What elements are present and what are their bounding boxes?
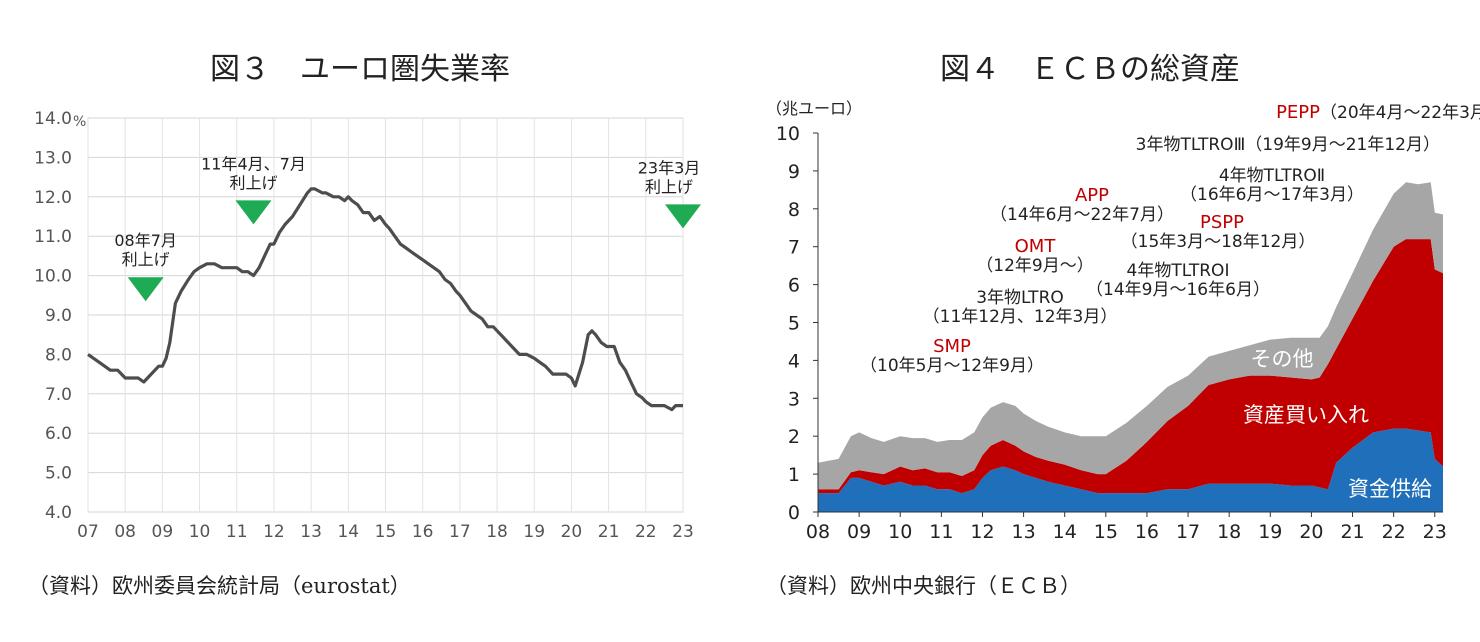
- ann-ltro-title: 3年物LTRO: [976, 288, 1064, 308]
- fig4-x-tick-label: 13: [1011, 521, 1035, 543]
- ann-tltro1-title: 4年物TLTROⅠ: [1127, 261, 1230, 281]
- fig3-x-tick-label: 10: [189, 522, 211, 542]
- fig4-y-tick-label: 4: [788, 350, 800, 372]
- fig3-x-tick-label: 16: [412, 522, 434, 542]
- ann-pspp-period: （15年3月～18年12月）: [1121, 232, 1316, 252]
- fig3-y-tick-label: 9.0: [45, 306, 72, 326]
- ann-pepp-title: PEPP: [1276, 102, 1320, 123]
- fig4-source: （資料）欧州中央銀行（ＥＣＢ）: [766, 574, 1081, 598]
- fig3-annotation-text: 利上げ: [229, 173, 277, 192]
- fig4-x-tick-label: 09: [847, 521, 871, 543]
- fig4-y-tick-label: 8: [788, 199, 800, 221]
- ann-tltro3: 3年物TLTROⅢ（19年9月～21年12月）: [1136, 135, 1440, 155]
- fig3-x-tick-label: 21: [598, 522, 620, 542]
- fig4-x-tick-label: 15: [1094, 521, 1118, 543]
- fig4-x-tick-label: 23: [1423, 521, 1447, 543]
- fig3-y-tick-label: 4.0: [45, 503, 72, 523]
- fig4-x-tick-label: 17: [1176, 521, 1200, 543]
- fig4-x-tick-label: 12: [970, 521, 994, 543]
- fig3-x-tick-label: 12: [263, 522, 285, 542]
- fig3-rate-hike-marker: [235, 200, 272, 225]
- fig4-x-tick-label: 11: [929, 521, 953, 543]
- fig4-x-tick-label: 14: [1053, 521, 1077, 543]
- fig3-x-tick-label: 20: [561, 522, 583, 542]
- fig4-y-tick-label: 10: [776, 123, 800, 145]
- fig4-y-tick-label: 1: [788, 464, 800, 486]
- ann-app-title: APP: [1075, 185, 1109, 206]
- fig3-x-tick-label: 22: [635, 522, 657, 542]
- ann-omt-period: （12年9月～）: [976, 256, 1093, 276]
- fig4-area-liquidity: [818, 428, 1443, 512]
- fig3-y-tick-label: 14.0: [34, 109, 72, 129]
- fig3-title: 図３ ユーロ圏失業率: [210, 52, 510, 87]
- fig4-x-tick-label: 08: [806, 521, 830, 543]
- fig4-y-tick-label: 2: [788, 426, 800, 448]
- fig3-annotation-text: 利上げ: [645, 177, 693, 196]
- fig4-x-tick-label: 21: [1340, 521, 1364, 543]
- fig3-annotation-text: 11年4月、7月: [201, 154, 306, 173]
- fig3-x-tick-label: 19: [523, 522, 545, 542]
- ann-smp-title: SMP: [933, 336, 971, 357]
- ann-app-period: （14年6月～22年7月）: [990, 205, 1174, 225]
- fig3-x-tick-label: 11: [226, 522, 248, 542]
- fig3-annotation-text: 利上げ: [122, 250, 170, 269]
- fig4-y-tick-label: 5: [788, 313, 800, 335]
- fig4-y-tick-label: 7: [788, 237, 800, 259]
- fig3-y-tick-label: 6.0: [45, 424, 72, 444]
- fig3-unemployment-line: [87, 187, 683, 412]
- fig3-x-tick-label: 08: [114, 522, 136, 542]
- fig3-x-tick-label: 13: [300, 522, 322, 542]
- fig3-rate-hike-marker: [127, 277, 164, 302]
- series-label-other: その他: [1251, 347, 1314, 371]
- fig3-y-tick-label: 8.0: [45, 345, 72, 365]
- fig3-y-tick-label: 10.0: [34, 267, 72, 287]
- fig4-x-tick-label: 19: [1258, 521, 1282, 543]
- ann-pepp-period: （20年4月～22年3月）: [1320, 103, 1480, 123]
- fig3-annotation-text: 08年7月: [114, 231, 177, 250]
- fig3-annotation-text: 23年3月: [638, 158, 701, 177]
- fig4-area-asset-purchases: [818, 239, 1443, 494]
- ann-omt-title: OMT: [1015, 236, 1057, 257]
- fig3-x-tick-label: 17: [449, 522, 471, 542]
- ann-tltro2-period: （16年6月～17年3月）: [1180, 185, 1364, 205]
- fig3-y-tick-label: 7.0: [45, 385, 72, 405]
- fig4-y-tick-label: 9: [788, 161, 800, 183]
- fig3-y-tick-label: 12.0: [34, 188, 72, 208]
- fig4-x-tick-label: 16: [1135, 521, 1159, 543]
- fig3-x-tick-label: 23: [672, 522, 694, 542]
- fig3-y-tick-label: 11.0: [34, 227, 72, 247]
- fig4-x-tick-label: 20: [1299, 521, 1323, 543]
- fig3-x-tick-label: 15: [375, 522, 397, 542]
- fig4-y-tick-label: 6: [788, 275, 800, 297]
- fig4-title: 図４ ＥＣＢの総資産: [940, 52, 1240, 87]
- ann-smp-period: （10年5月～12年9月）: [860, 356, 1044, 376]
- fig3-source: （資料）欧州委員会統計局（eurostat）: [28, 574, 411, 598]
- fig4-x-tick-label: 22: [1382, 521, 1406, 543]
- fig4-y-tick-label: 3: [788, 388, 800, 410]
- ann-tltro2-title: 4年物TLTROⅡ: [1219, 166, 1325, 186]
- fig3-x-tick-label: 09: [152, 522, 174, 542]
- fig3-unemployment-chart: 14.013.012.011.010.09.08.07.06.05.04.0% …: [34, 109, 701, 542]
- ann-ltro-period: （11年12月、12年3月）: [923, 307, 1118, 327]
- fig4-x-tick-label: 10: [888, 521, 912, 543]
- series-label-liquidity: 資金供給: [1348, 477, 1432, 501]
- fig4-unit-label: （兆ユーロ）: [766, 99, 862, 118]
- fig3-y-tick-label: 5.0: [45, 464, 72, 484]
- fig3-y-tick-label: 13.0: [34, 148, 72, 168]
- fig4-area-other: [818, 182, 1443, 490]
- fig3-x-tick-label: 14: [337, 522, 359, 542]
- ann-tltro1-period: （14年9月～16年6月）: [1086, 280, 1270, 300]
- fig3-x-tick-label: 07: [77, 522, 99, 542]
- fig3-rate-hike-marker: [665, 204, 701, 229]
- ann-pspp-title: PSPP: [1200, 212, 1244, 233]
- fig3-unit-label: %: [73, 114, 86, 130]
- fig4-x-tick-label: 18: [1217, 521, 1241, 543]
- fig4-y-tick-label: 0: [788, 502, 800, 524]
- fig3-x-tick-label: 18: [486, 522, 508, 542]
- series-label-asset-purchases: 資産買い入れ: [1243, 403, 1369, 427]
